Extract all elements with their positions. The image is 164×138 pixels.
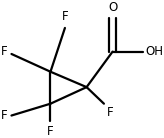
Text: O: O: [108, 1, 117, 14]
Text: F: F: [0, 109, 7, 122]
Text: F: F: [47, 125, 54, 138]
Text: F: F: [62, 10, 68, 23]
Text: F: F: [107, 106, 113, 119]
Text: F: F: [0, 45, 7, 58]
Text: OH: OH: [146, 45, 164, 58]
